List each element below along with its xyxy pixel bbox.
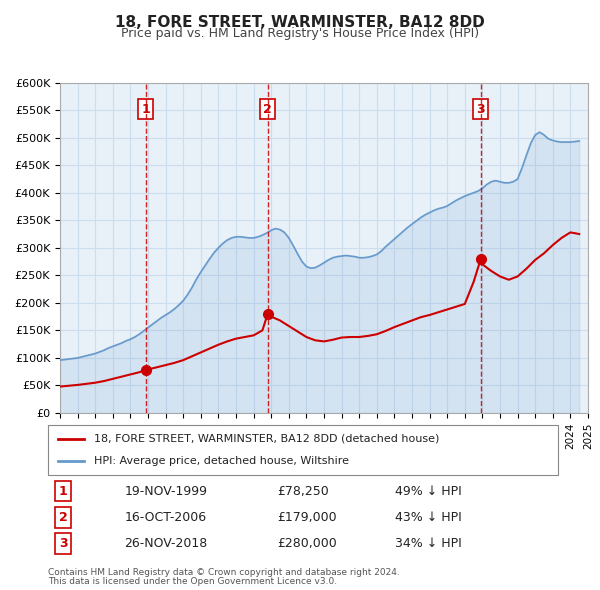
Text: 3: 3 xyxy=(59,537,68,550)
Text: This data is licensed under the Open Government Licence v3.0.: This data is licensed under the Open Gov… xyxy=(48,577,337,586)
Text: Price paid vs. HM Land Registry's House Price Index (HPI): Price paid vs. HM Land Registry's House … xyxy=(121,27,479,40)
Text: 1: 1 xyxy=(59,484,68,497)
Text: 26-NOV-2018: 26-NOV-2018 xyxy=(125,537,208,550)
Text: 43% ↓ HPI: 43% ↓ HPI xyxy=(395,511,461,524)
Text: 19-NOV-1999: 19-NOV-1999 xyxy=(125,484,208,497)
Text: 1: 1 xyxy=(142,103,150,116)
Text: Contains HM Land Registry data © Crown copyright and database right 2024.: Contains HM Land Registry data © Crown c… xyxy=(48,568,400,576)
Text: £280,000: £280,000 xyxy=(277,537,337,550)
Text: 18, FORE STREET, WARMINSTER, BA12 8DD: 18, FORE STREET, WARMINSTER, BA12 8DD xyxy=(115,15,485,30)
FancyBboxPatch shape xyxy=(48,425,558,475)
Text: 2: 2 xyxy=(59,511,68,524)
Text: 49% ↓ HPI: 49% ↓ HPI xyxy=(395,484,461,497)
Text: HPI: Average price, detached house, Wiltshire: HPI: Average price, detached house, Wilt… xyxy=(94,456,349,466)
Text: 2: 2 xyxy=(263,103,272,116)
Text: 34% ↓ HPI: 34% ↓ HPI xyxy=(395,537,461,550)
Text: 16-OCT-2006: 16-OCT-2006 xyxy=(125,511,206,524)
Text: £78,250: £78,250 xyxy=(277,484,329,497)
Text: 18, FORE STREET, WARMINSTER, BA12 8DD (detached house): 18, FORE STREET, WARMINSTER, BA12 8DD (d… xyxy=(94,434,439,444)
Text: £179,000: £179,000 xyxy=(277,511,337,524)
Text: 3: 3 xyxy=(476,103,485,116)
